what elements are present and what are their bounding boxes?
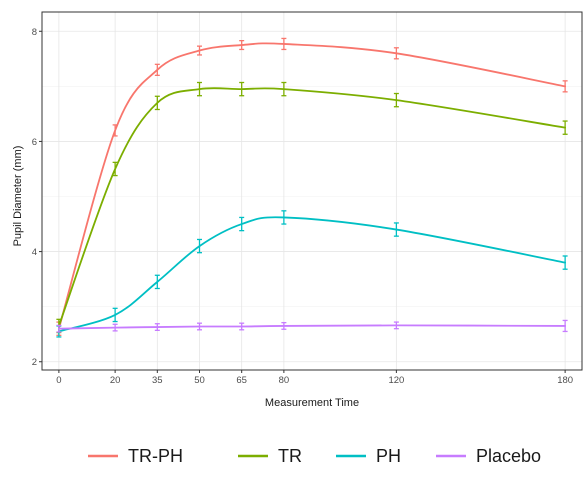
x-tick-label: 65: [236, 375, 247, 386]
x-tick-label: 35: [152, 375, 163, 386]
x-tick-label: 80: [279, 375, 290, 386]
panel-background: [42, 12, 582, 370]
x-axis-title: Measurement Time: [265, 397, 359, 409]
y-tick-label: 2: [32, 357, 37, 368]
x-tick-label: 120: [388, 375, 404, 386]
x-tick-label: 180: [557, 375, 573, 386]
x-tick-label: 20: [110, 375, 121, 386]
series-lines: [56, 37, 568, 338]
plot-panel: [42, 12, 582, 370]
y-tick-label: 4: [32, 247, 37, 258]
y-tick-label: 8: [32, 27, 37, 38]
y-tick-label: 6: [32, 137, 37, 148]
legend-label-placebo: Placebo: [476, 446, 541, 466]
legend: TR-PH TR PH Placebo: [88, 446, 541, 466]
y-axis-title: Pupil Diameter (mm): [12, 146, 24, 247]
legend-label-tr: TR: [278, 446, 302, 466]
gridlines: [42, 12, 582, 370]
panel-border: [41, 11, 583, 371]
x-tick-label: 0: [56, 375, 61, 386]
legend-label-tr-ph: TR-PH: [128, 446, 183, 466]
legend-label-ph: PH: [376, 446, 401, 466]
x-tick-label: 50: [194, 375, 205, 386]
series-line-tr-ph: [57, 42, 567, 330]
